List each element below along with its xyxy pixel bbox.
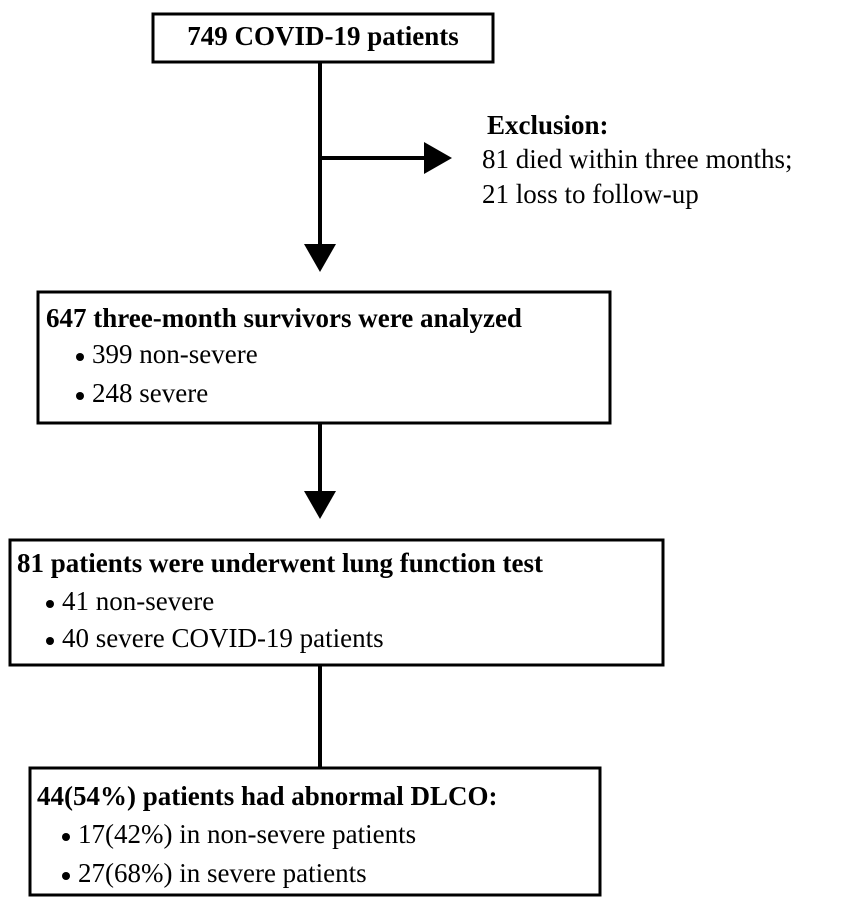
box-title: 749 COVID-19 patients <box>187 21 459 51</box>
exclusion-title: Exclusion: <box>487 110 609 140</box>
box-title: 81 patients were underwent lung function… <box>17 548 543 578</box>
box <box>28 766 602 897</box>
box-item: 399 non-severe <box>92 339 258 369</box>
bullet <box>76 353 84 361</box>
box-item: 248 severe <box>92 378 208 408</box>
bullet <box>46 637 54 645</box>
box <box>151 12 495 64</box>
bullet <box>46 600 54 608</box>
exclusion-item: 21 loss to follow-up <box>482 179 699 209</box>
box-title: 647 three-month survivors were analyzed <box>46 303 522 333</box>
box-item: 41 non-severe <box>62 586 214 616</box>
box-title: 44(54%) patients had abnormal DLCO: <box>37 781 498 811</box>
bullet <box>62 833 70 841</box>
exclusion-item: 81 died within three months; <box>482 144 792 174</box>
bullet <box>62 872 70 880</box>
box-item: 27(68%) in severe patients <box>78 858 367 888</box>
box-item: 17(42%) in non-severe patients <box>78 819 416 849</box>
box <box>36 290 612 425</box>
bullet <box>76 392 84 400</box>
box-item: 40 severe COVID-19 patients <box>62 623 384 653</box>
box <box>8 538 665 667</box>
